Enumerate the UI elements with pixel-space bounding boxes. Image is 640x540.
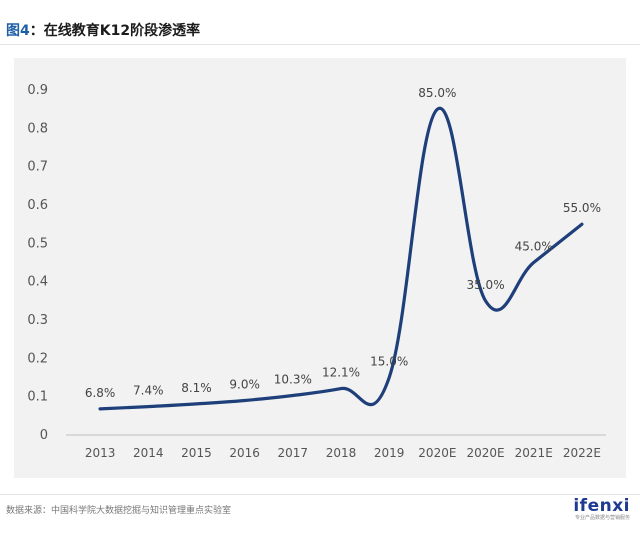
data-labels: 6.8% 7.4% 8.1% 9.0% 10.3% 12.1% 15.0% 85.0% 35.0…	[85, 86, 601, 400]
source-note: 数据来源：中国科学院大数据挖掘与知识管理重点实验室	[6, 506, 232, 516]
logo-wordmark: ifenxi	[573, 496, 630, 516]
data-label: 10.3%	[274, 373, 312, 387]
y-tick-label: 0	[40, 428, 48, 443]
y-tick-label: 0.3	[27, 313, 48, 328]
x-tick-label: 2014	[133, 446, 164, 460]
data-label: 45.0%	[515, 240, 553, 254]
data-label: 7.4%	[133, 384, 164, 398]
figure-title: 图4：在线教育K12阶段渗透率	[6, 20, 200, 40]
x-tick-label: 2015	[181, 446, 212, 460]
top-divider	[0, 44, 640, 45]
y-axis: 0 0.1 0.2 0.3 0.4 0.5 0.6 0.7 0.8 0.9	[27, 83, 48, 443]
y-tick-label: 0.9	[27, 83, 48, 98]
figure-title-text: 在线教育K12阶段渗透率	[43, 23, 201, 39]
x-tick-label: 2022E	[563, 446, 601, 460]
y-tick-label: 0.4	[27, 275, 48, 290]
data-label: 12.1%	[322, 366, 360, 380]
x-tick-label: 2021E	[515, 446, 553, 460]
x-tick-label: 2013	[85, 446, 116, 460]
series-penetration-rate	[98, 106, 584, 411]
x-tick-label: 2019	[374, 446, 405, 460]
series-line	[98, 106, 584, 411]
y-tick-label: 0.2	[27, 351, 48, 366]
data-label: 6.8%	[85, 386, 116, 400]
x-tick-label: 2020E	[418, 446, 456, 460]
figure-number: 图4	[6, 23, 30, 39]
ifenxi-logo: ifenxi 专业产品数据与营销服务	[573, 496, 630, 521]
y-tick-label: 0.5	[27, 236, 48, 251]
y-tick-label: 0.8	[27, 121, 48, 136]
x-tick-label: 2018	[326, 446, 357, 460]
x-tick-label: 2020E	[466, 446, 504, 460]
logo-tagline: 专业产品数据与营销服务	[574, 515, 630, 521]
data-label: 15.0%	[370, 355, 408, 369]
y-tick-label: 0.1	[27, 390, 48, 405]
data-label: 35.0%	[466, 278, 504, 292]
data-label: 9.0%	[229, 378, 260, 392]
y-tick-label: 0.7	[27, 160, 48, 175]
x-axis: 2013 2014 2015 2016 2017 2018 2019 2020E 2020E 20…	[66, 434, 606, 460]
line-chart: 00.10.20.30.40.50.60.70.80.9 2013 2014 201…	[27, 83, 606, 460]
x-tick-label: 2017	[278, 446, 309, 460]
data-label: 55.0%	[563, 201, 601, 215]
figure-title-separator: ：	[29, 23, 44, 39]
data-label: 85.0%	[418, 86, 456, 100]
y-tick-label: 0.6	[27, 198, 48, 213]
chart-panel: 0 0.1 0.2 0.3 0.4 0.5 0.6 0.7 0.8 0.9 2013 2014 201…	[14, 58, 626, 478]
data-label: 8.1%	[181, 381, 212, 395]
x-tick-label: 2016	[229, 446, 260, 460]
bottom-divider	[0, 494, 640, 495]
